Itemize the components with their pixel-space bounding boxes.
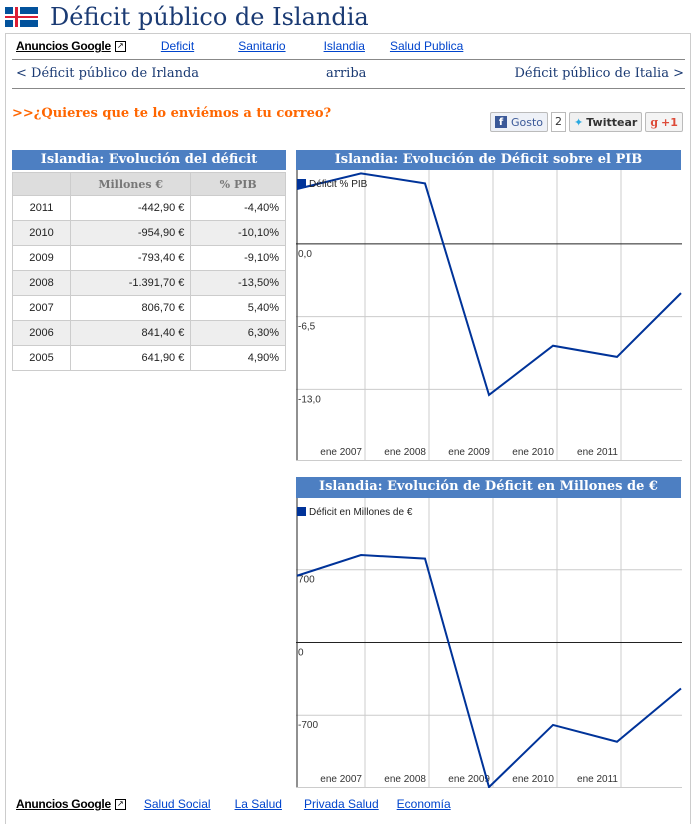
cell-millones: 641,90 € [71, 346, 191, 371]
x-tick-label: ene 2010 [512, 774, 554, 785]
divider [12, 88, 685, 89]
social-buttons: f Gosto 2 ✦Twittear g+1 [490, 112, 683, 132]
ad-link[interactable]: Islandia [324, 39, 365, 53]
cell-millones: -1.391,70 € [71, 271, 191, 296]
up-link[interactable]: arriba [326, 66, 366, 81]
cell-year: 2009 [13, 246, 71, 271]
cell-pib: -10,10% [191, 221, 286, 246]
cell-pib: 5,40% [191, 296, 286, 321]
table-title: Islandia: Evolución del déficit [12, 150, 286, 170]
page-title: Déficit público de Islandia [50, 3, 369, 31]
col-header-year [13, 173, 71, 196]
x-tick-label: ene 2010 [512, 447, 554, 458]
x-tick-label: ene 2009 [448, 774, 490, 785]
facebook-like-button[interactable]: f Gosto [490, 112, 548, 132]
x-tick-label: ene 2008 [384, 447, 426, 458]
cell-millones: -954,90 € [71, 221, 191, 246]
google-plus-button[interactable]: g+1 [645, 112, 683, 132]
y-tick-label: -13,0 [298, 394, 321, 405]
cell-pib: -13,50% [191, 271, 286, 296]
next-link[interactable]: Déficit público de Italia > [514, 66, 684, 81]
cell-millones: -793,40 € [71, 246, 191, 271]
table-row: 2010-954,90 €-10,10% [13, 221, 286, 246]
email-subscribe-link[interactable]: >>¿Quieres que te lo enviémos a tu corre… [12, 106, 331, 121]
ad-link[interactable]: Sanitario [238, 39, 285, 53]
table-row: 2011-442,90 €-4,40% [13, 196, 286, 221]
external-link-icon: ↗ [115, 799, 126, 810]
series-line [297, 555, 681, 787]
divider [12, 59, 685, 60]
y-tick-label: -700 [298, 720, 318, 731]
cell-pib: 6,30% [191, 321, 286, 346]
cell-year: 2011 [13, 196, 71, 221]
like-count: 2 [551, 112, 566, 132]
cell-year: 2010 [13, 221, 71, 246]
x-tick-label: ene 2009 [448, 447, 490, 458]
chart-pib: 0,0 -6,5 -13,0 ene 2007 ene 2008 ene 2009 ene … [296, 170, 682, 461]
y-tick-label: 0 [298, 647, 304, 658]
ads-label[interactable]: Anuncios Google [16, 39, 111, 53]
iceland-flag-icon [5, 7, 38, 27]
ad-link[interactable]: Deficit [161, 39, 194, 53]
cell-millones: 806,70 € [71, 296, 191, 321]
x-tick-label: ene 2008 [384, 774, 426, 785]
table-header-row: Millones € % PIB [13, 173, 286, 196]
gplus-label: +1 [661, 116, 678, 129]
x-tick-label: ene 2011 [577, 774, 618, 785]
legend-label: Déficit % PIB [309, 179, 368, 190]
cell-year: 2006 [13, 321, 71, 346]
series-line [297, 173, 681, 395]
col-header-millones: Millones € [71, 173, 191, 196]
external-link-icon: ↗ [115, 41, 126, 52]
page-header: Déficit público de Islandia [5, 2, 369, 32]
legend-swatch [297, 179, 306, 188]
y-tick-label: -6,5 [298, 322, 316, 333]
legend-label: Déficit en Millones de € [309, 507, 413, 518]
ad-link[interactable]: Salud Publica [390, 39, 463, 53]
y-tick-label: 700 [298, 575, 315, 586]
chart-pib-title: Islandia: Evolución de Déficit sobre el … [296, 150, 681, 170]
facebook-icon: f [495, 116, 507, 128]
legend-swatch [297, 507, 306, 516]
cell-year: 2005 [13, 346, 71, 371]
cell-millones: -442,90 € [71, 196, 191, 221]
cell-pib: 4,90% [191, 346, 286, 371]
facebook-label: Gosto [511, 116, 543, 129]
deficit-table: Millones € % PIB 2011-442,90 €-4,40%2010… [12, 172, 286, 371]
twitter-bird-icon: ✦ [574, 116, 583, 129]
twitter-label: Twittear [586, 116, 637, 129]
prev-link[interactable]: < Déficit público de Irlanda [16, 66, 199, 81]
twitter-button[interactable]: ✦Twittear [569, 112, 642, 132]
x-tick-label: ene 2007 [320, 774, 362, 785]
cell-pib: -9,10% [191, 246, 286, 271]
chart-millones: 700 0 -700 ene 2007 ene 2008 ene 2009 ene 2010… [296, 498, 682, 788]
x-tick-label: ene 2011 [577, 447, 618, 458]
col-header-pib: % PIB [191, 173, 286, 196]
cell-year: 2008 [13, 271, 71, 296]
table-row: 2008-1.391,70 €-13,50% [13, 271, 286, 296]
table-row: 2009-793,40 €-9,10% [13, 246, 286, 271]
y-tick-label: 0,0 [298, 249, 312, 260]
cell-pib: -4,40% [191, 196, 286, 221]
x-tick-label: ene 2007 [320, 447, 362, 458]
ads-top: Anuncios Google ↗ Deficit Sanitario Islan… [16, 39, 463, 53]
google-icon: g [650, 116, 658, 129]
cell-millones: 841,40 € [71, 321, 191, 346]
chart-millones-title: Islandia: Evolución de Déficit en Millon… [296, 477, 681, 498]
cell-year: 2007 [13, 296, 71, 321]
